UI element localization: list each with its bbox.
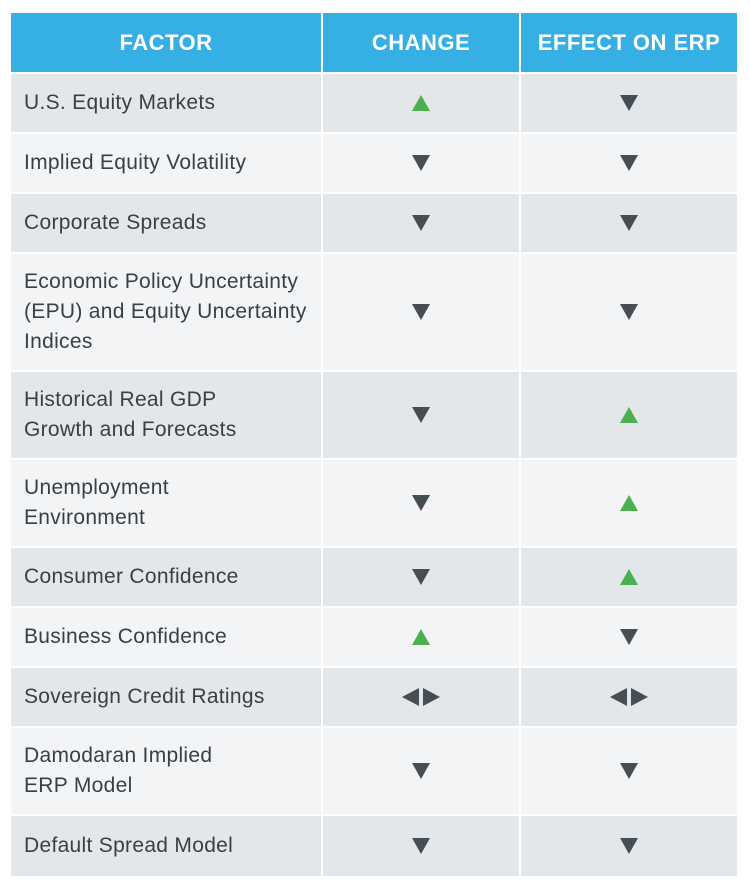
- table-header: FACTOR CHANGE EFFECT ON ERP: [11, 13, 737, 74]
- up-triangle-icon: [620, 407, 638, 423]
- effect-indicator: [521, 816, 737, 876]
- down-triangle-icon: [620, 215, 638, 231]
- factor-label: Default Spread Model: [11, 816, 323, 876]
- change-indicator: [323, 728, 521, 814]
- factor-label: Implied Equity Volatility: [11, 134, 323, 192]
- factor-label: Unemployment Environment: [11, 460, 323, 546]
- left-right-arrows-icon: [402, 688, 440, 706]
- effect-indicator: [521, 372, 737, 458]
- factor-label: Historical Real GDP Growth and Forecasts: [11, 372, 323, 458]
- table-row: Economic Policy Uncertainty (EPU) and Eq…: [11, 254, 737, 372]
- up-triangle-icon: [412, 629, 430, 645]
- factor-label: U.S. Equity Markets: [11, 74, 323, 132]
- down-triangle-icon: [412, 838, 430, 854]
- effect-indicator: [521, 194, 737, 252]
- table-row: Implied Equity Volatility: [11, 134, 737, 194]
- factor-label: Corporate Spreads: [11, 194, 323, 252]
- down-triangle-icon: [412, 407, 430, 423]
- effect-indicator: [521, 668, 737, 726]
- table-row: U.S. Equity Markets: [11, 74, 737, 134]
- factor-label: Business Confidence: [11, 608, 323, 666]
- erp-factor-table: FACTOR CHANGE EFFECT ON ERP U.S. Equity …: [11, 13, 737, 876]
- factor-label: Damodaran Implied ERP Model: [11, 728, 323, 814]
- change-indicator: [323, 194, 521, 252]
- effect-indicator: [521, 254, 737, 370]
- table-row: Sovereign Credit Ratings: [11, 668, 737, 728]
- down-triangle-icon: [412, 495, 430, 511]
- table-row: Unemployment Environment: [11, 460, 737, 548]
- effect-indicator: [521, 548, 737, 606]
- up-triangle-icon: [620, 569, 638, 585]
- change-indicator: [323, 608, 521, 666]
- down-triangle-icon: [412, 763, 430, 779]
- down-triangle-icon: [620, 838, 638, 854]
- header-factor: FACTOR: [11, 13, 323, 72]
- change-indicator: [323, 816, 521, 876]
- effect-indicator: [521, 608, 737, 666]
- change-indicator: [323, 372, 521, 458]
- up-triangle-icon: [620, 495, 638, 511]
- table-row: Business Confidence: [11, 608, 737, 668]
- change-indicator: [323, 460, 521, 546]
- header-change: CHANGE: [323, 13, 521, 72]
- factor-label: Consumer Confidence: [11, 548, 323, 606]
- change-indicator: [323, 74, 521, 132]
- effect-indicator: [521, 728, 737, 814]
- change-indicator: [323, 668, 521, 726]
- down-triangle-icon: [412, 215, 430, 231]
- down-triangle-icon: [412, 569, 430, 585]
- table-row: Historical Real GDP Growth and Forecasts: [11, 372, 737, 460]
- down-triangle-icon: [620, 155, 638, 171]
- change-indicator: [323, 548, 521, 606]
- down-triangle-icon: [412, 155, 430, 171]
- table-row: Consumer Confidence: [11, 548, 737, 608]
- up-triangle-icon: [412, 95, 430, 111]
- header-effect-on-erp: EFFECT ON ERP: [537, 29, 721, 55]
- table-row: Damodaran Implied ERP Model: [11, 728, 737, 816]
- factor-label: Economic Policy Uncertainty (EPU) and Eq…: [11, 254, 323, 370]
- effect-indicator: [521, 74, 737, 132]
- left-right-arrows-icon: [610, 688, 648, 706]
- table-row: Default Spread Model: [11, 816, 737, 876]
- effect-indicator: [521, 460, 737, 546]
- down-triangle-icon: [620, 629, 638, 645]
- down-triangle-icon: [620, 763, 638, 779]
- down-triangle-icon: [412, 304, 430, 320]
- change-indicator: [323, 254, 521, 370]
- change-indicator: [323, 134, 521, 192]
- table-row: Corporate Spreads: [11, 194, 737, 254]
- down-triangle-icon: [620, 95, 638, 111]
- effect-indicator: [521, 134, 737, 192]
- factor-label: Sovereign Credit Ratings: [11, 668, 323, 726]
- down-triangle-icon: [620, 304, 638, 320]
